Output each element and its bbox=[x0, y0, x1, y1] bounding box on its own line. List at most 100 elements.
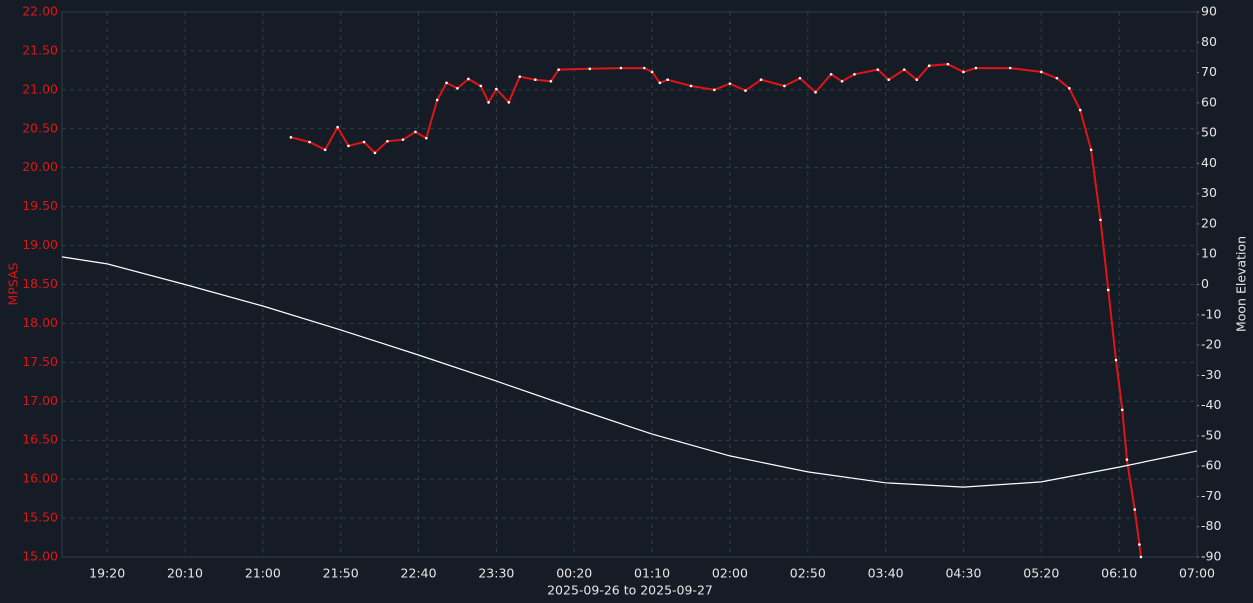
point bbox=[557, 68, 560, 71]
point bbox=[467, 77, 470, 81]
point bbox=[1078, 108, 1082, 112]
point bbox=[425, 136, 428, 140]
y2-tick-label: 10 bbox=[1201, 246, 1217, 261]
point bbox=[1040, 70, 1043, 74]
point bbox=[1120, 408, 1124, 412]
point bbox=[549, 79, 553, 83]
point bbox=[974, 66, 978, 70]
y2-tick-label: -60 bbox=[1201, 458, 1221, 473]
point bbox=[887, 78, 891, 82]
y2-tick-label: 70 bbox=[1201, 64, 1217, 79]
point bbox=[336, 125, 339, 129]
point bbox=[534, 78, 537, 82]
y-tick-label: 15.00 bbox=[22, 549, 58, 564]
point bbox=[902, 68, 906, 71]
x-tick-label: 22:40 bbox=[401, 566, 437, 581]
y2-axis-title: Moon Elevation bbox=[1234, 236, 1249, 332]
y-axis-title: MPSAS bbox=[6, 262, 21, 305]
point bbox=[853, 72, 856, 76]
y2-tick-label: -50 bbox=[1201, 427, 1221, 442]
y2-tick-label: 60 bbox=[1201, 94, 1217, 109]
point bbox=[658, 81, 662, 85]
point bbox=[744, 89, 747, 92]
y-tick-label: 15.50 bbox=[22, 510, 58, 525]
y2-tick-label: -30 bbox=[1201, 367, 1221, 382]
x-tick-label: 23:30 bbox=[478, 566, 514, 581]
plot-frame bbox=[61, 11, 1198, 558]
y-tick-label: 21.00 bbox=[22, 81, 58, 96]
point bbox=[840, 79, 844, 83]
point bbox=[642, 66, 646, 70]
x-tick-label: 06:10 bbox=[1101, 566, 1137, 581]
point bbox=[435, 98, 439, 102]
y2-tick-label: -90 bbox=[1201, 549, 1221, 564]
point bbox=[728, 82, 732, 85]
y2-tick-label: 80 bbox=[1201, 34, 1217, 49]
point bbox=[495, 87, 498, 91]
x-tick-label: 19:20 bbox=[89, 566, 125, 581]
x-axis-title: 2025-09-26 to 2025-09-27 bbox=[547, 583, 713, 598]
x-tick-label: 21:50 bbox=[323, 566, 359, 581]
point bbox=[445, 81, 448, 85]
point bbox=[1138, 543, 1141, 546]
x-tick-label: 02:00 bbox=[712, 566, 748, 581]
point bbox=[323, 148, 327, 152]
point bbox=[1008, 66, 1012, 70]
y2-tick-label: 40 bbox=[1201, 155, 1217, 170]
point bbox=[798, 76, 802, 80]
y-tick-label: 22.00 bbox=[22, 4, 58, 19]
y-tick-label: 16.00 bbox=[22, 471, 58, 486]
x-tick-label: 04:30 bbox=[945, 566, 981, 581]
point bbox=[289, 136, 293, 139]
y-tick-label: 21.50 bbox=[22, 42, 58, 57]
point bbox=[1055, 76, 1059, 80]
x-tick-label: 20:10 bbox=[167, 566, 203, 581]
point bbox=[479, 84, 483, 88]
y2-tick-label: 20 bbox=[1201, 215, 1217, 230]
point bbox=[962, 70, 965, 74]
y-tick-label: 18.00 bbox=[22, 315, 58, 330]
point bbox=[1125, 458, 1129, 461]
y-tick-label: 19.00 bbox=[22, 237, 58, 252]
point bbox=[347, 144, 350, 148]
point bbox=[814, 90, 817, 94]
point bbox=[927, 64, 931, 68]
point bbox=[915, 78, 919, 82]
point bbox=[414, 130, 417, 134]
y2-tick-label: 50 bbox=[1201, 125, 1217, 140]
point bbox=[507, 101, 511, 104]
point bbox=[518, 75, 522, 78]
y2-tick-label: 0 bbox=[1201, 276, 1209, 291]
series-line bbox=[290, 63, 1142, 558]
point bbox=[308, 140, 311, 144]
y-tick-label: 19.50 bbox=[22, 198, 58, 213]
point bbox=[829, 72, 833, 76]
y-tick-label: 17.00 bbox=[22, 393, 58, 408]
point bbox=[588, 67, 592, 71]
point bbox=[1133, 508, 1137, 511]
x-tick-label: 01:10 bbox=[634, 566, 670, 581]
y2-tick-label: 30 bbox=[1201, 185, 1217, 200]
y-tick-label: 16.50 bbox=[22, 432, 58, 447]
x-tick-label: 00:20 bbox=[556, 566, 592, 581]
x-tick-label: 05:20 bbox=[1023, 566, 1059, 581]
x-tick-label: 03:40 bbox=[868, 566, 904, 581]
x-tick-label: 02:50 bbox=[790, 566, 826, 581]
point bbox=[666, 78, 669, 82]
point bbox=[876, 68, 880, 71]
point bbox=[1099, 218, 1102, 222]
point bbox=[362, 140, 366, 144]
point bbox=[373, 151, 377, 155]
y2-tick-label: 90 bbox=[1201, 4, 1217, 19]
y-tick-label: 20.50 bbox=[22, 120, 58, 135]
point bbox=[1114, 358, 1118, 362]
point bbox=[401, 138, 405, 141]
point bbox=[946, 62, 950, 66]
y-tick-label: 17.50 bbox=[22, 354, 58, 369]
point bbox=[713, 88, 716, 92]
point bbox=[1139, 555, 1143, 559]
point bbox=[783, 84, 786, 88]
